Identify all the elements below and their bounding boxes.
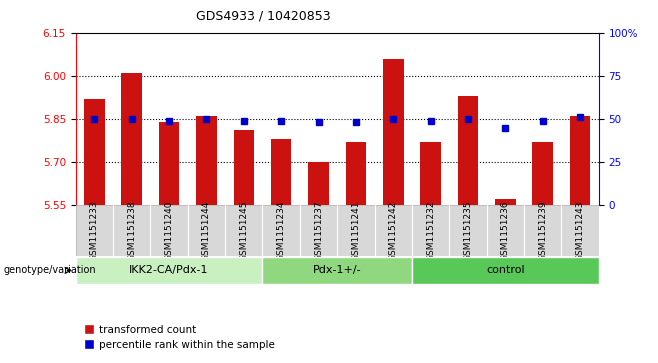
Legend: transformed count, percentile rank within the sample: transformed count, percentile rank withi… [81, 321, 278, 354]
Text: GSM1151245: GSM1151245 [240, 200, 248, 261]
Bar [84, 99, 105, 205]
Bar [271, 139, 291, 205]
Bar [308, 162, 329, 205]
Bar [570, 116, 590, 205]
Text: GDS4933 / 10420853: GDS4933 / 10420853 [196, 9, 330, 22]
Bar [383, 58, 403, 205]
FancyBboxPatch shape [412, 257, 599, 284]
Bar [458, 96, 478, 205]
FancyBboxPatch shape [76, 257, 263, 284]
Text: GSM1151234: GSM1151234 [276, 200, 286, 261]
Text: GSM1151233: GSM1151233 [90, 200, 99, 261]
Text: GSM1151240: GSM1151240 [164, 200, 174, 261]
Bar [122, 73, 142, 205]
Text: GSM1151243: GSM1151243 [576, 200, 584, 261]
Text: genotype/variation: genotype/variation [3, 265, 96, 276]
FancyBboxPatch shape [263, 257, 412, 284]
Text: GSM1151239: GSM1151239 [538, 200, 547, 261]
Text: GSM1151244: GSM1151244 [202, 200, 211, 261]
Text: GSM1151236: GSM1151236 [501, 200, 510, 261]
Bar [420, 142, 441, 205]
Text: GSM1151238: GSM1151238 [127, 200, 136, 261]
Bar [196, 116, 216, 205]
Text: GSM1151237: GSM1151237 [314, 200, 323, 261]
Text: GSM1151241: GSM1151241 [351, 200, 361, 261]
Bar [234, 130, 254, 205]
Text: control: control [486, 265, 524, 276]
Text: GSM1151235: GSM1151235 [463, 200, 472, 261]
Text: Pdx-1+/-: Pdx-1+/- [313, 265, 361, 276]
Bar [495, 199, 516, 205]
Bar [159, 122, 180, 205]
Bar [345, 142, 367, 205]
Text: GSM1151242: GSM1151242 [389, 200, 398, 261]
Text: IKK2-CA/Pdx-1: IKK2-CA/Pdx-1 [130, 265, 209, 276]
Text: GSM1151232: GSM1151232 [426, 200, 435, 261]
FancyBboxPatch shape [76, 205, 599, 256]
Bar [532, 142, 553, 205]
